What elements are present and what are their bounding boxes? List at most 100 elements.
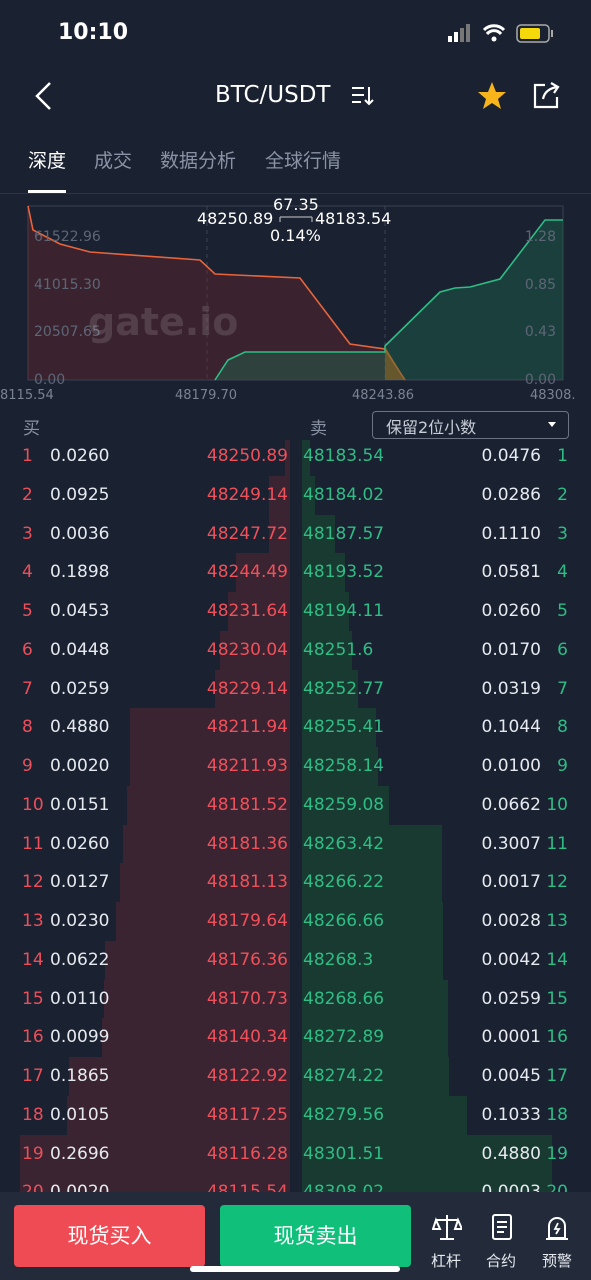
ask-amount: 0.0259 [481,988,541,1009]
ask-price: 48272.89 [303,1027,385,1048]
ask-amount: 0.1033 [481,1104,541,1125]
bid-amount: 0.1898 [50,562,110,583]
ask-index: 5 [557,601,568,621]
tool-label[interactable]: 杠杆 [430,1252,461,1270]
tool-label[interactable]: 合约 [485,1252,516,1270]
bid-amount: 0.0259 [50,678,110,699]
back-button[interactable] [30,80,60,112]
order-row: 18 0.0105 48117.25 48279.56 0.1033 18 [0,1095,591,1135]
pair-title[interactable]: BTC/USDT [215,82,331,108]
bid-amount: 0.2696 [50,1143,110,1164]
ask-index: 4 [557,562,568,583]
ask-index: 13 [546,911,568,931]
ask-price: 48274.22 [303,1066,385,1086]
home-indicator [190,1266,400,1272]
switch-icon[interactable] [350,84,376,108]
bid-depth-bar [129,747,290,786]
bid-amount: 0.0260 [50,446,110,466]
bid-index: 11 [22,833,44,854]
ask-index: 12 [546,872,568,893]
bid-depth-bar [235,553,290,593]
depth-chart [27,205,564,381]
order-row: 20 0.0020 48115.54 48308.02 0.0003 20 [0,1173,591,1192]
ask-depth-bar [302,863,443,903]
precision-text: 保留2位小数 [386,418,477,437]
bid-amount: 0.0622 [50,949,110,970]
order-row: 15 0.0110 48170.73 48268.66 0.0259 15 [0,979,591,1019]
bid-amount: 0.0453 [50,601,110,621]
ask-price: 48279.56 [303,1104,385,1125]
divider [0,193,591,194]
ask-price: 48268.66 [303,988,385,1009]
bid-depth-bar [116,902,290,941]
ask-index: 1 [557,446,568,466]
ask-depth-bar [302,440,311,476]
left-axis-label: 41015.30 [34,277,101,293]
order-row: 5 0.0453 48231.64 48194.11 0.0260 5 [0,592,591,631]
ask-amount: 0.0001 [481,1027,541,1048]
bid-index: 18 [22,1104,44,1125]
bid-amount: 0.4880 [50,717,110,738]
tool-label[interactable]: 预警 [541,1252,572,1270]
bid-depth-bar [20,1173,290,1192]
sell-button[interactable]: 现货卖出 [220,1205,411,1267]
ask-amount: 0.0260 [481,601,541,621]
ask-index: 3 [557,523,568,544]
buy-button[interactable]: 现货买入 [14,1205,205,1267]
ask-depth-bar [302,514,335,554]
ask-index: 9 [557,756,568,776]
ask-depth-bar [302,475,316,515]
ask-amount: 0.0581 [481,562,541,583]
favorite-star[interactable] [476,80,508,112]
bid-price: 48249.14 [206,484,288,505]
ask-depth-bar [302,630,353,670]
bid-depth-bar [120,863,290,903]
bid-price: 48230.04 [206,639,288,660]
contract-icon[interactable] [488,1212,518,1242]
bid-index: 4 [22,562,33,583]
order-row: 11 0.0260 48181.36 48263.42 0.3007 11 [0,824,591,864]
right-axis-label: 1.28 [524,229,556,245]
best-ask: 48183.54 [315,209,392,228]
bid-depth-bar [219,630,290,670]
order-row: 12 0.0127 48181.13 48266.22 0.0017 12 [0,863,591,903]
ask-depth-bar [302,1057,449,1096]
leverage-icon[interactable] [432,1212,462,1242]
ask-index: 16 [546,1027,568,1048]
bid-amount: 0.0099 [50,1027,110,1048]
order-row: 17 0.1865 48122.92 48274.22 0.0045 17 [0,1057,591,1096]
bid-index: 3 [22,523,33,544]
order-row: 6 0.0448 48230.04 48251.6 0.0170 6 [0,630,591,670]
ask-price: 48308.02 [303,1173,384,1192]
bid-index: 9 [22,756,33,776]
bid-depth-bar [69,1057,290,1096]
tab[interactable]: 深度 [28,150,67,172]
order-row: 3 0.0036 48247.72 48187.57 0.1110 3 [0,514,591,554]
right-axis-label: 0.00 [524,372,556,388]
order-book: 1 0.0260 48250.89 48183.54 0.0476 1 2 0.0925 482… [0,440,591,1192]
bid-index: 14 [22,949,44,970]
ask-price: 48301.51 [303,1143,385,1164]
tab[interactable]: 数据分析 [160,150,237,172]
bid-price: 48115.54 [207,1173,288,1192]
ask-price: 48193.52 [303,562,385,583]
tab[interactable]: 全球行情 [265,150,342,172]
bid-price: 48211.93 [206,756,288,776]
order-row: 10 0.0151 48181.52 48259.08 0.0662 10 [0,785,591,825]
bid-index: 16 [22,1027,44,1048]
bid-price: 48122.92 [206,1066,288,1086]
tab[interactable]: 成交 [94,150,133,172]
bid-price: 48170.73 [206,988,288,1009]
dropdown-arrow [548,422,556,427]
bid-price: 48179.64 [206,911,288,931]
order-row: 13 0.0230 48179.64 48266.66 0.0028 13 [0,902,591,941]
ask-amount: 0.3007 [481,833,541,854]
bid-index: 8 [22,717,33,738]
x-axis-label: 48308. [530,388,576,403]
share-icon[interactable] [531,81,563,111]
bid-amount: 0.0036 [50,523,110,544]
alert-icon[interactable] [542,1212,572,1242]
bid-index: 15 [22,988,44,1009]
bid-amount: 0.0020 [50,1173,109,1192]
precision-select[interactable]: 保留2位小数 [372,411,569,439]
